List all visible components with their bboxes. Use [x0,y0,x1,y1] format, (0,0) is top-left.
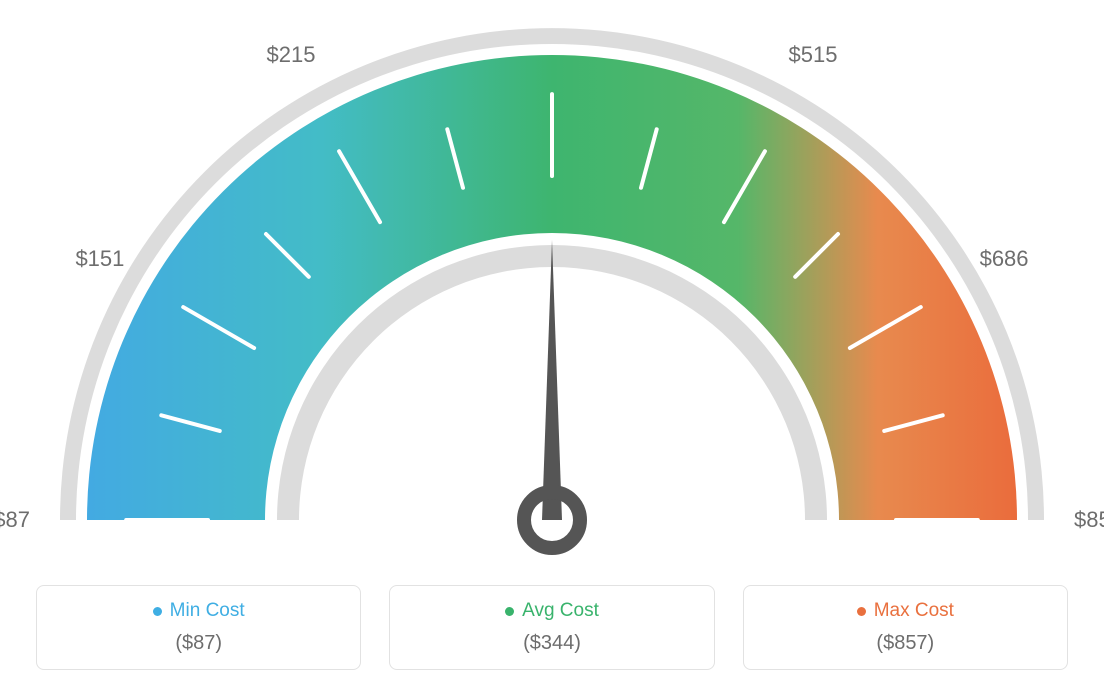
legend-value-min: ($87) [37,632,360,655]
dot-icon-avg [505,607,514,616]
legend-card-max: Max Cost ($857) [743,585,1068,670]
legend-label-max: Max Cost [874,600,954,622]
gauge-tick-label: $857 [1074,507,1104,533]
dot-icon-min [153,607,162,616]
legend-title-min: Min Cost [153,600,245,622]
dot-icon-max [857,607,866,616]
gauge-needle [542,240,562,520]
legend-title-avg: Avg Cost [505,600,599,622]
legend-row: Min Cost ($87) Avg Cost ($344) Max Cost … [0,585,1104,670]
legend-value-max: ($857) [744,632,1067,655]
gauge-tick-label: $151 [75,246,124,272]
gauge-area: $87$151$215$344$515$686$857 [0,0,1104,560]
legend-label-min: Min Cost [170,600,245,622]
cost-gauge-chart: $87$151$215$344$515$686$857 Min Cost ($8… [0,0,1104,690]
gauge-tick-label: $87 [0,507,30,533]
legend-label-avg: Avg Cost [522,600,599,622]
gauge-tick-label: $515 [789,42,838,68]
legend-value-avg: ($344) [390,632,713,655]
legend-card-avg: Avg Cost ($344) [389,585,714,670]
gauge-tick-label: $686 [980,246,1029,272]
legend-title-max: Max Cost [857,600,954,622]
legend-card-min: Min Cost ($87) [36,585,361,670]
gauge-tick-label: $215 [267,42,316,68]
gauge-svg [0,0,1104,560]
